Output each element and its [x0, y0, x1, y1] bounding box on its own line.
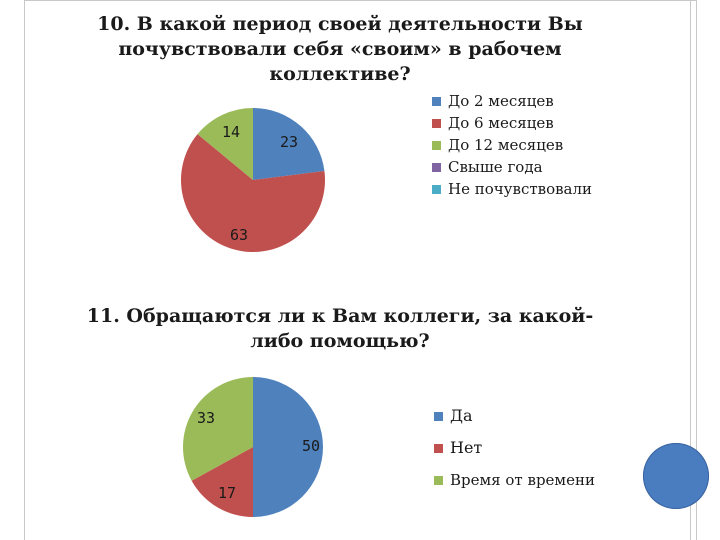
legend-label: До 2 месяцев: [448, 92, 554, 110]
legend-label: До 12 месяцев: [448, 136, 564, 154]
legend-item: Время от времени: [434, 464, 595, 496]
legend-item: Не почувствовали: [432, 178, 592, 200]
legend-swatch: [432, 184, 441, 194]
frame-border-left: [24, 0, 25, 540]
legend-item: Свыше года: [432, 156, 592, 178]
legend-label: Да: [450, 406, 473, 425]
legend-item: До 6 месяцев: [432, 112, 592, 134]
pie-chart-1: 23 63 14: [181, 108, 325, 253]
legend-swatch: [434, 411, 443, 421]
chart1-title-line-1: 10. В какой период своей деятельности Вы: [97, 13, 583, 35]
pie-chart-2: 50 17 33: [183, 377, 323, 517]
legend-item: Нет: [434, 432, 595, 464]
data-label: 33: [197, 409, 215, 427]
pie-slice: [183, 377, 253, 481]
legend-item: Да: [434, 400, 595, 432]
legend-swatch: [432, 96, 441, 106]
frame-border-right-outer: [696, 0, 697, 540]
legend-label: До 6 месяцев: [448, 114, 554, 132]
chart2-title-line-2: либо помощью?: [250, 330, 430, 352]
data-label: 50: [302, 437, 320, 455]
legend-label: Нет: [450, 438, 483, 457]
chart1-title-line-2: почувствовали себя «своим» в рабочем: [118, 38, 562, 60]
legend-label: Свыше года: [448, 158, 543, 176]
pie-slice: [181, 134, 325, 253]
data-label: 63: [230, 226, 248, 244]
data-label: 14: [222, 123, 240, 141]
pie-slice: [253, 108, 325, 180]
legend-swatch: [432, 118, 441, 128]
chart1-legend: До 2 месяцев До 6 месяцев До 12 месяцев …: [432, 90, 592, 200]
pie-slice: [253, 377, 323, 517]
legend-label: Не почувствовали: [448, 180, 593, 198]
pie-slice: [191, 447, 253, 517]
frame-border-right: [690, 0, 691, 540]
frame-border-top: [24, 0, 696, 1]
legend-swatch: [434, 443, 443, 453]
chart2-title: 11. Обращаются ли к Вам коллеги, за како…: [60, 304, 620, 354]
chart2-title-line-1: 11. Обращаются ли к Вам коллеги, за како…: [86, 305, 594, 327]
data-label: 17: [218, 484, 236, 502]
legend-swatch: [434, 475, 443, 485]
legend-swatch: [432, 140, 441, 150]
legend-label: Время от времени: [450, 471, 595, 489]
decorative-blue-circle: [643, 443, 709, 509]
legend-swatch: [432, 162, 441, 172]
data-label: 23: [280, 133, 298, 151]
legend-item: До 2 месяцев: [432, 90, 592, 112]
legend-item: До 12 месяцев: [432, 134, 592, 156]
chart1-title-line-3: коллективе?: [269, 63, 411, 85]
chart2-legend: Да Нет Время от времени: [434, 400, 595, 496]
pie-slice: [197, 108, 253, 180]
chart1-title: 10. В какой период своей деятельности Вы…: [60, 12, 620, 87]
